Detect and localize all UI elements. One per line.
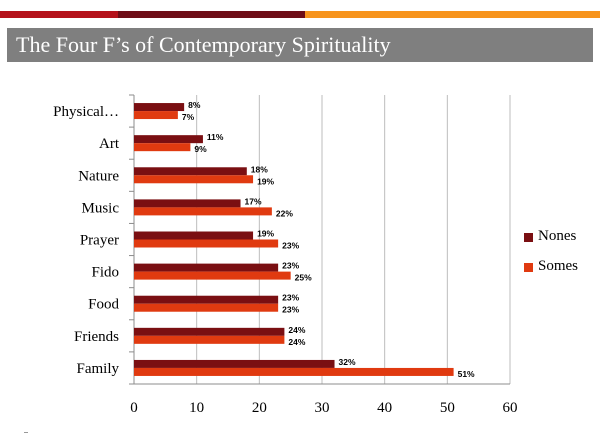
data-label: 23% bbox=[282, 261, 299, 271]
legend-swatch-nones bbox=[524, 233, 533, 242]
data-label: 9% bbox=[194, 144, 207, 154]
bar-somes bbox=[134, 272, 291, 280]
bar-nones bbox=[134, 103, 184, 111]
category-label: Friends bbox=[74, 329, 119, 345]
data-label: 24% bbox=[288, 325, 305, 335]
bar-somes bbox=[134, 111, 178, 119]
bar-nones bbox=[134, 264, 278, 272]
data-label: 11% bbox=[207, 132, 224, 142]
bar-nones bbox=[134, 232, 253, 240]
category-label: Prayer bbox=[80, 233, 119, 249]
bar-somes bbox=[134, 175, 253, 183]
data-label: 18% bbox=[251, 164, 268, 174]
x-tick-label: 50 bbox=[440, 400, 455, 416]
data-label: 7% bbox=[182, 112, 195, 122]
data-label: 23% bbox=[282, 241, 299, 251]
data-label: 25% bbox=[295, 273, 312, 283]
x-tick-label: 40 bbox=[377, 400, 392, 416]
x-tick-label: 30 bbox=[315, 400, 330, 416]
legend-swatch-somes bbox=[524, 263, 533, 272]
bar-nones bbox=[134, 199, 241, 207]
bar-nones bbox=[134, 135, 203, 143]
bar-somes bbox=[134, 240, 278, 248]
data-label: 23% bbox=[282, 305, 299, 315]
data-label: 32% bbox=[339, 357, 356, 367]
data-label: 8% bbox=[188, 100, 201, 110]
x-tick-label: 20 bbox=[252, 400, 267, 416]
data-label: 19% bbox=[257, 229, 274, 239]
data-label: 19% bbox=[257, 176, 274, 186]
x-tick-label: 10 bbox=[189, 400, 204, 416]
bar-somes bbox=[134, 368, 454, 376]
legend-label-nones: Nones bbox=[538, 228, 576, 245]
category-label: Music bbox=[82, 200, 120, 216]
bar-nones bbox=[134, 296, 278, 304]
data-label: 51% bbox=[458, 369, 475, 379]
bar-nones bbox=[134, 167, 247, 175]
bar-somes bbox=[134, 143, 190, 151]
category-label: Fido bbox=[91, 265, 119, 281]
data-label: 23% bbox=[282, 293, 299, 303]
x-tick-label: 0 bbox=[130, 400, 138, 416]
x-tick-label: 60 bbox=[503, 400, 518, 416]
legend-label-somes: Somes bbox=[538, 258, 578, 275]
footer-mark bbox=[24, 432, 28, 433]
data-label: 22% bbox=[276, 208, 293, 218]
bar-nones bbox=[134, 328, 284, 336]
category-label: Physical… bbox=[53, 104, 119, 120]
category-label: Food bbox=[88, 297, 119, 313]
data-label: 17% bbox=[245, 196, 262, 206]
category-label: Family bbox=[76, 361, 119, 377]
category-label: Nature bbox=[78, 168, 119, 184]
bar-somes bbox=[134, 207, 272, 215]
bar-somes bbox=[134, 304, 278, 312]
category-label: Art bbox=[99, 136, 120, 152]
bar-nones bbox=[134, 360, 335, 368]
data-label: 24% bbox=[288, 337, 305, 347]
bar-somes bbox=[134, 336, 284, 344]
